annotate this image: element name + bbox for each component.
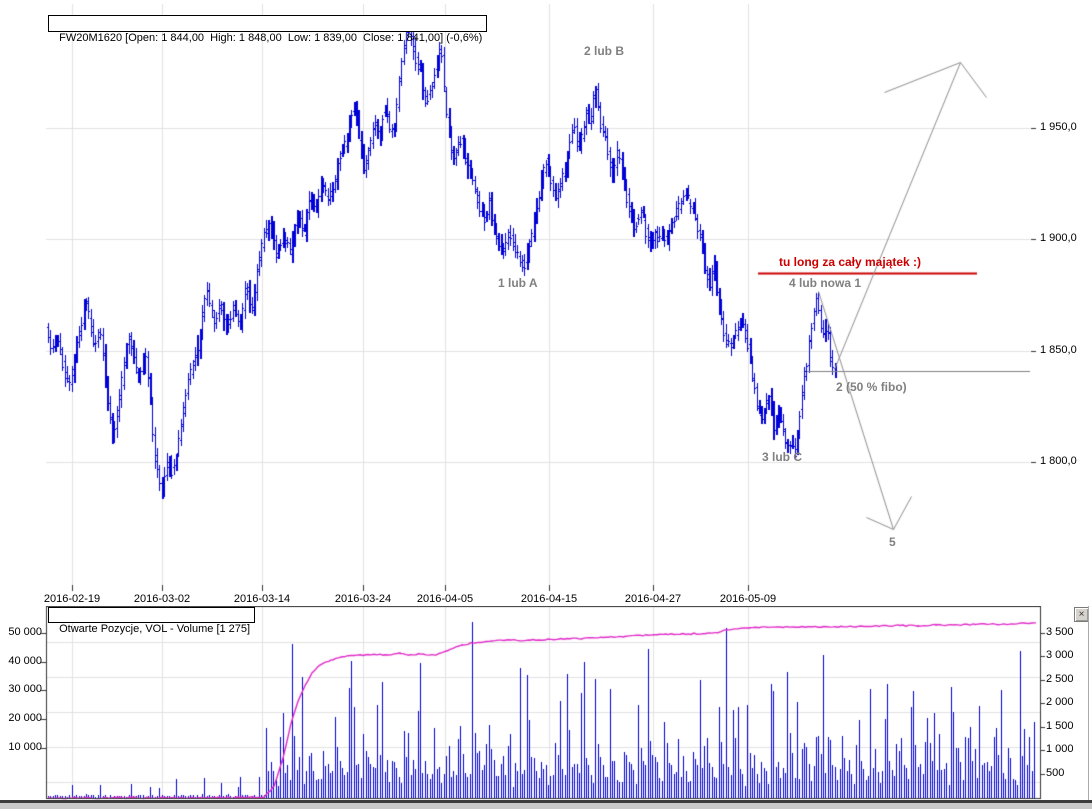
window-bottom-edge[interactable] xyxy=(0,800,1092,803)
price-axis-label: 1 950,0 xyxy=(1040,121,1077,133)
chart-annotation[interactable]: 2 (50 % fibo) xyxy=(836,380,907,394)
chart-annotation[interactable]: 1 lub A xyxy=(498,276,538,290)
date-axis-label: 2016-03-02 xyxy=(133,593,191,605)
date-axis-label: 2016-04-15 xyxy=(520,593,578,605)
chart-annotation[interactable]: tu long za cały majątek :) xyxy=(779,255,922,269)
open-interest-axis-label: 20 000 xyxy=(8,712,42,724)
open-interest-axis-label: 40 000 xyxy=(8,655,42,667)
volume-axis-label: 3 000 xyxy=(1046,649,1074,661)
volume-axis-label: 2 000 xyxy=(1046,696,1074,708)
date-axis-label: 2016-04-05 xyxy=(416,593,474,605)
chart-annotation[interactable]: 3 lub C xyxy=(762,450,803,464)
price-axis-label: 1 850,0 xyxy=(1040,344,1077,356)
date-axis-label: 2016-04-27 xyxy=(624,593,682,605)
chart-annotation[interactable]: 5 xyxy=(889,535,896,549)
date-axis-label: 2016-03-14 xyxy=(233,593,291,605)
open-interest-axis-label: 50 000 xyxy=(8,626,42,638)
price-chart[interactable] xyxy=(0,0,1092,606)
close-volume-panel-button[interactable]: × xyxy=(1074,607,1089,622)
volume-axis-label: 1 000 xyxy=(1046,743,1074,755)
instrument-title-box: FW20M1620 [Open: 1 844,00 High: 1 848,00… xyxy=(48,15,488,44)
volume-title-box: Otwarte Pozycje, VOL - Volume [1 275] xyxy=(48,607,256,635)
close-icon: × xyxy=(1078,609,1085,620)
panel-right-edge xyxy=(1088,606,1089,800)
volume-axis-label: 500 xyxy=(1046,767,1065,779)
instrument-title: FW20M1620 [Open: 1 844,00 High: 1 848,00… xyxy=(59,32,483,44)
chart-annotation[interactable]: 2 lub B xyxy=(584,44,625,58)
volume-axis-label: 1 500 xyxy=(1046,720,1074,732)
volume-title: Otwarte Pozycje, VOL - Volume [1 275] xyxy=(59,623,251,635)
open-interest-axis-label: 10 000 xyxy=(8,741,42,753)
volume-axis-label: 3 500 xyxy=(1046,626,1074,638)
volume-axis-label: 2 500 xyxy=(1046,673,1074,685)
volume-chart[interactable] xyxy=(0,606,1092,809)
window-bottom-strip xyxy=(0,803,1092,809)
price-axis-label: 1 800,0 xyxy=(1040,455,1077,467)
open-interest-axis-label: 30 000 xyxy=(8,683,42,695)
date-axis-label: 2016-05-09 xyxy=(719,593,777,605)
date-axis-label: 2016-02-19 xyxy=(43,593,101,605)
chart-annotation[interactable]: 4 lub nowa 1 xyxy=(789,276,862,290)
price-axis-label: 1 900,0 xyxy=(1040,232,1077,244)
date-axis-label: 2016-03-24 xyxy=(334,593,392,605)
